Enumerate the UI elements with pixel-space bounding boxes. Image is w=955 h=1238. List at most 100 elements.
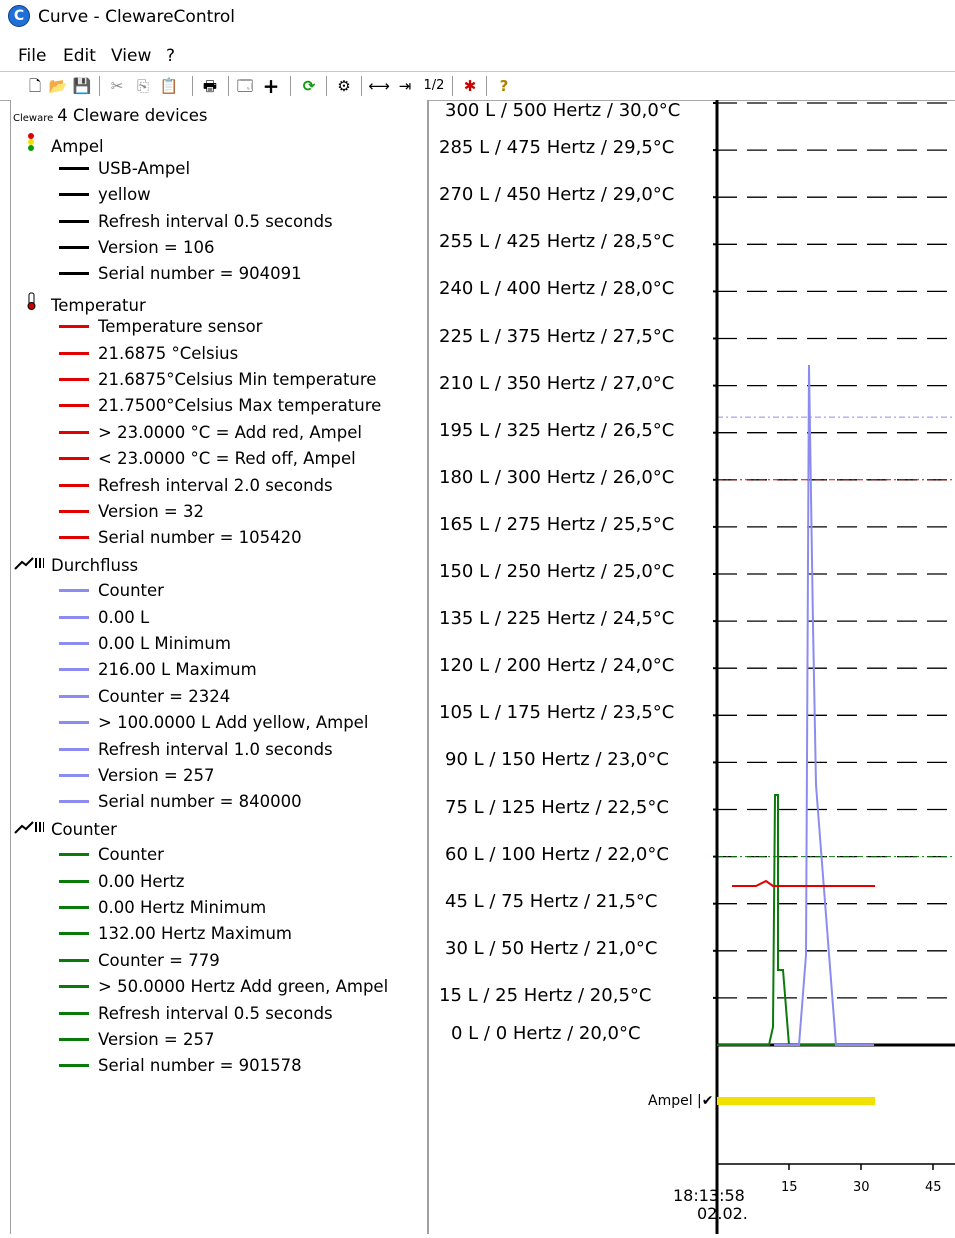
tree-leaf-item[interactable]: Serial number = 904091 xyxy=(59,264,302,284)
y-axis-label: 210 L / 350 Hertz / 27,0°C xyxy=(439,372,675,394)
tree-leaf-label: 0.00 Hertz xyxy=(98,871,185,891)
menu-edit[interactable]: Edit xyxy=(63,46,96,66)
help-icon[interactable]: ? xyxy=(499,77,509,95)
tree-leaf-item[interactable]: < 23.0000 °C = Red off, Ampel xyxy=(59,449,356,469)
series-line-marker xyxy=(59,879,89,883)
series-line-marker xyxy=(59,166,89,170)
tree-leaf-label: Version = 257 xyxy=(98,1030,215,1049)
tree-root[interactable]: Cleware 4 Cleware devices xyxy=(13,106,207,129)
y-axis-label: 195 L / 325 Hertz / 26,5°C xyxy=(439,419,675,441)
tree-group-temperatur[interactable]: Temperatur xyxy=(17,291,146,317)
series-line-marker xyxy=(59,483,89,487)
tree-leaf-label: Counter xyxy=(98,845,164,865)
y-axis-label: 45 L / 75 Hertz / 21,5°C xyxy=(445,890,658,912)
menu-view[interactable]: View xyxy=(111,46,152,66)
tree-leaf-item[interactable]: 0.00 Hertz Minimum xyxy=(59,898,266,918)
tree-leaf-item[interactable]: 21.6875°Celsius Min temperature xyxy=(59,370,376,390)
copy-icon[interactable]: ⎘ xyxy=(136,77,149,95)
tree-leaf-item[interactable]: 21.7500°Celsius Max temperature xyxy=(59,396,381,416)
ratio-button[interactable]: 1/2 xyxy=(423,78,445,93)
menu-help[interactable]: ? xyxy=(166,46,176,66)
title-bar: C Curve - ClewareControl xyxy=(0,0,955,38)
y-axis-label: 270 L / 450 Hertz / 29,0°C xyxy=(439,184,675,206)
series-line-marker xyxy=(59,721,89,725)
tree-leaf-item[interactable]: > 23.0000 °C = Add red, Ampel xyxy=(59,423,362,443)
tree-leaf-label: > 100.0000 L Add yellow, Ampel xyxy=(98,713,369,733)
cleware-logo: Cleware xyxy=(13,113,54,124)
tree-leaf-item[interactable]: Serial number = 105420 xyxy=(59,528,302,548)
y-axis-label: 15 L / 25 Hertz / 20,5°C xyxy=(439,984,652,1006)
print-icon[interactable]: 🖶 xyxy=(202,77,218,95)
tree-leaf-item[interactable]: 0.00 Hertz xyxy=(59,872,184,892)
tree-leaf-label: Refresh interval 1.0 seconds xyxy=(98,739,333,759)
tree-leaf-label: Counter = 2324 xyxy=(98,686,231,706)
tree-leaf-item[interactable]: 0.00 L Minimum xyxy=(59,634,231,654)
tree-leaf-item[interactable]: Version = 32 xyxy=(59,502,204,522)
temperature-series-line xyxy=(732,879,875,887)
tree-leaf-item[interactable]: > 50.0000 Hertz Add green, Ampel xyxy=(59,977,388,997)
tree-leaf-item[interactable]: 21.6875 °Celsius xyxy=(59,344,238,364)
tree-leaf-item[interactable]: Temperature sensor xyxy=(59,317,262,337)
device-tree: Cleware 4 Cleware devices Ampel USB-Ampel ye… xyxy=(10,100,428,1234)
tree-leaf-item[interactable]: Counter xyxy=(59,845,164,865)
tree-leaf-label: Serial number = 901578 xyxy=(98,1056,302,1076)
tree-leaf-item[interactable]: Serial number = 901578 xyxy=(59,1056,302,1076)
chart-counter-icon xyxy=(13,819,51,841)
tree-group-label: Durchfluss xyxy=(51,555,139,575)
y-axis-label: 255 L / 425 Hertz / 28,5°C xyxy=(439,231,675,253)
tree-leaf-label: > 50.0000 Hertz Add green, Ampel xyxy=(98,977,389,997)
tree-leaf-item[interactable]: Refresh interval 2.0 seconds xyxy=(59,476,333,496)
tree-leaf-item[interactable]: Serial number = 840000 xyxy=(59,792,302,812)
tree-leaf-item[interactable]: Version = 257 xyxy=(59,1030,214,1050)
tree-leaf-item[interactable]: > 100.0000 L Add yellow, Ampel xyxy=(59,713,368,733)
expand-horizontal-icon[interactable]: ⟷ xyxy=(368,77,390,95)
tree-leaf-item[interactable]: Refresh interval 0.5 seconds xyxy=(59,1004,333,1024)
tree-leaf-item[interactable]: Version = 106 xyxy=(59,238,214,258)
tree-leaf-label: Refresh interval 2.0 seconds xyxy=(98,475,333,495)
settings-icon[interactable]: ⚙ xyxy=(337,77,351,95)
series-line-marker xyxy=(59,932,89,936)
tree-leaf-label: Temperature sensor xyxy=(98,317,263,337)
tree-leaf-item[interactable]: Counter = 2324 xyxy=(59,687,230,707)
add-icon[interactable]: + xyxy=(262,74,280,98)
tree-leaf-item[interactable]: Version = 257 xyxy=(59,766,214,786)
thermometer-icon xyxy=(17,291,51,317)
tree-leaf-item[interactable]: yellow xyxy=(59,185,151,205)
paste-icon[interactable]: 📋 xyxy=(159,77,179,95)
tree-leaf-item[interactable]: Counter xyxy=(59,581,164,601)
tree-leaf-item[interactable]: Counter = 779 xyxy=(59,951,220,971)
menu-file[interactable]: File xyxy=(18,46,47,66)
y-axis-label: 90 L / 150 Hertz / 23,0°C xyxy=(445,749,669,771)
save-icon[interactable]: 💾 xyxy=(72,77,92,95)
tree-group-ampel[interactable]: Ampel xyxy=(17,132,104,158)
series-line-marker xyxy=(59,1011,89,1015)
y-axis-label: 165 L / 275 Hertz / 25,5°C xyxy=(439,513,675,535)
ampel-row-label: Ampel |✔ xyxy=(648,1093,714,1109)
series-line-marker xyxy=(59,351,89,355)
tree-leaf-item[interactable]: Refresh interval 0.5 seconds xyxy=(59,212,333,232)
tree-leaf-item[interactable]: 216.00 L Maximum xyxy=(59,660,257,680)
series-line-marker xyxy=(59,378,89,381)
refresh-icon[interactable]: ⟳ xyxy=(302,77,316,95)
open-folder-icon[interactable]: 📂 xyxy=(48,77,68,95)
y-axis-label: 135 L / 225 Hertz / 24,5°C xyxy=(439,608,675,630)
cut-icon[interactable]: ✂ xyxy=(110,77,124,95)
new-file-icon[interactable]: 🗋 xyxy=(28,77,42,95)
tree-leaf-item[interactable]: Refresh interval 1.0 seconds xyxy=(59,740,333,760)
toolbar: 🗋 📂 💾 ✂ ⎘ 📋 🖶 🗔 + ⟳ ⚙ ⟷ ⇥ 1/2 ✱ ? xyxy=(0,71,955,101)
shrink-horizontal-icon[interactable]: ⇥ xyxy=(398,77,412,95)
tree-leaf-label: 0.00 L xyxy=(98,607,150,627)
tree-group-counter[interactable]: Counter xyxy=(14,819,117,841)
tree-leaf-label: 216.00 L Maximum xyxy=(98,660,257,680)
tree-group-label: Counter xyxy=(51,819,117,839)
tree-group-durchfluss[interactable]: Durchfluss xyxy=(14,555,139,577)
bug-icon[interactable]: ✱ xyxy=(463,77,477,95)
tree-leaf-item[interactable]: USB-Ampel xyxy=(59,159,190,179)
tree-leaf-label: < 23.0000 °C = Red off, Ampel xyxy=(98,449,356,469)
tree-leaf-item[interactable]: 132.00 Hertz Maximum xyxy=(59,924,292,944)
cleware-app-icon[interactable]: C xyxy=(8,5,30,27)
window-icon[interactable]: 🗔 xyxy=(236,77,254,95)
y-axis-label: 240 L / 400 Hertz / 28,0°C xyxy=(439,278,675,300)
tree-leaf-item[interactable]: 0.00 L xyxy=(59,608,149,628)
y-axis-label: 225 L / 375 Hertz / 27,5°C xyxy=(439,325,675,347)
